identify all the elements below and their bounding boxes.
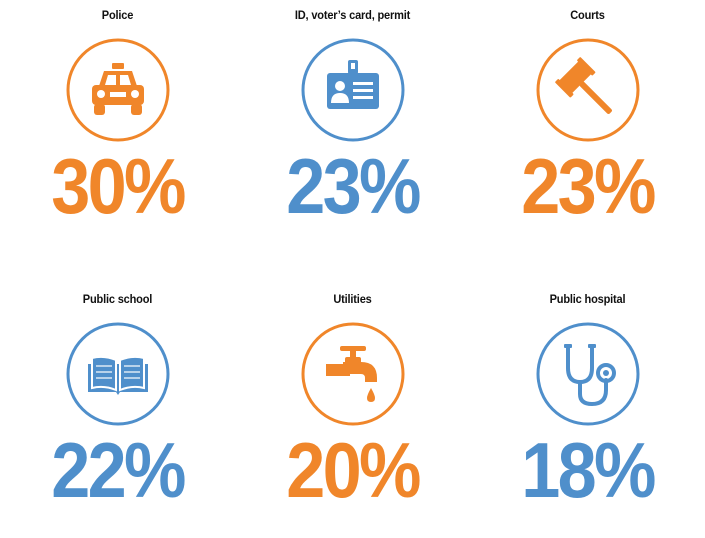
stat-label: Police [101, 8, 134, 22]
stat-label: Public school [82, 292, 153, 306]
id-card-icon [299, 36, 407, 144]
stethoscope-icon [534, 320, 642, 428]
stat-value: 22% [51, 426, 186, 514]
stat-label: Utilities [333, 292, 372, 306]
open-book-icon [64, 320, 172, 428]
stat-utilities: Utilities 20% [235, 284, 470, 538]
stat-label: Public hospital [549, 292, 626, 306]
gavel-icon [534, 36, 642, 144]
stat-police: Police 30% [0, 0, 235, 254]
stat-value: 20% [286, 426, 421, 514]
stat-value: 23% [286, 142, 421, 230]
stat-id-card: ID, voter’s card, permit 23% [235, 0, 470, 254]
water-tap-icon [299, 320, 407, 428]
stat-label: Courts [570, 8, 605, 22]
stat-courts: Courts 23% [470, 0, 705, 254]
stat-public-hospital: Public hospital 18% [470, 284, 705, 538]
stat-public-school: Public school 22% [0, 284, 235, 538]
stat-label: ID, voter’s card, permit [294, 8, 411, 22]
infographic-grid: Police 30% ID, voter’s [0, 0, 705, 510]
stat-value: 30% [51, 142, 186, 230]
stat-value: 18% [521, 426, 656, 514]
stat-value: 23% [521, 142, 656, 230]
police-car-icon [64, 36, 172, 144]
